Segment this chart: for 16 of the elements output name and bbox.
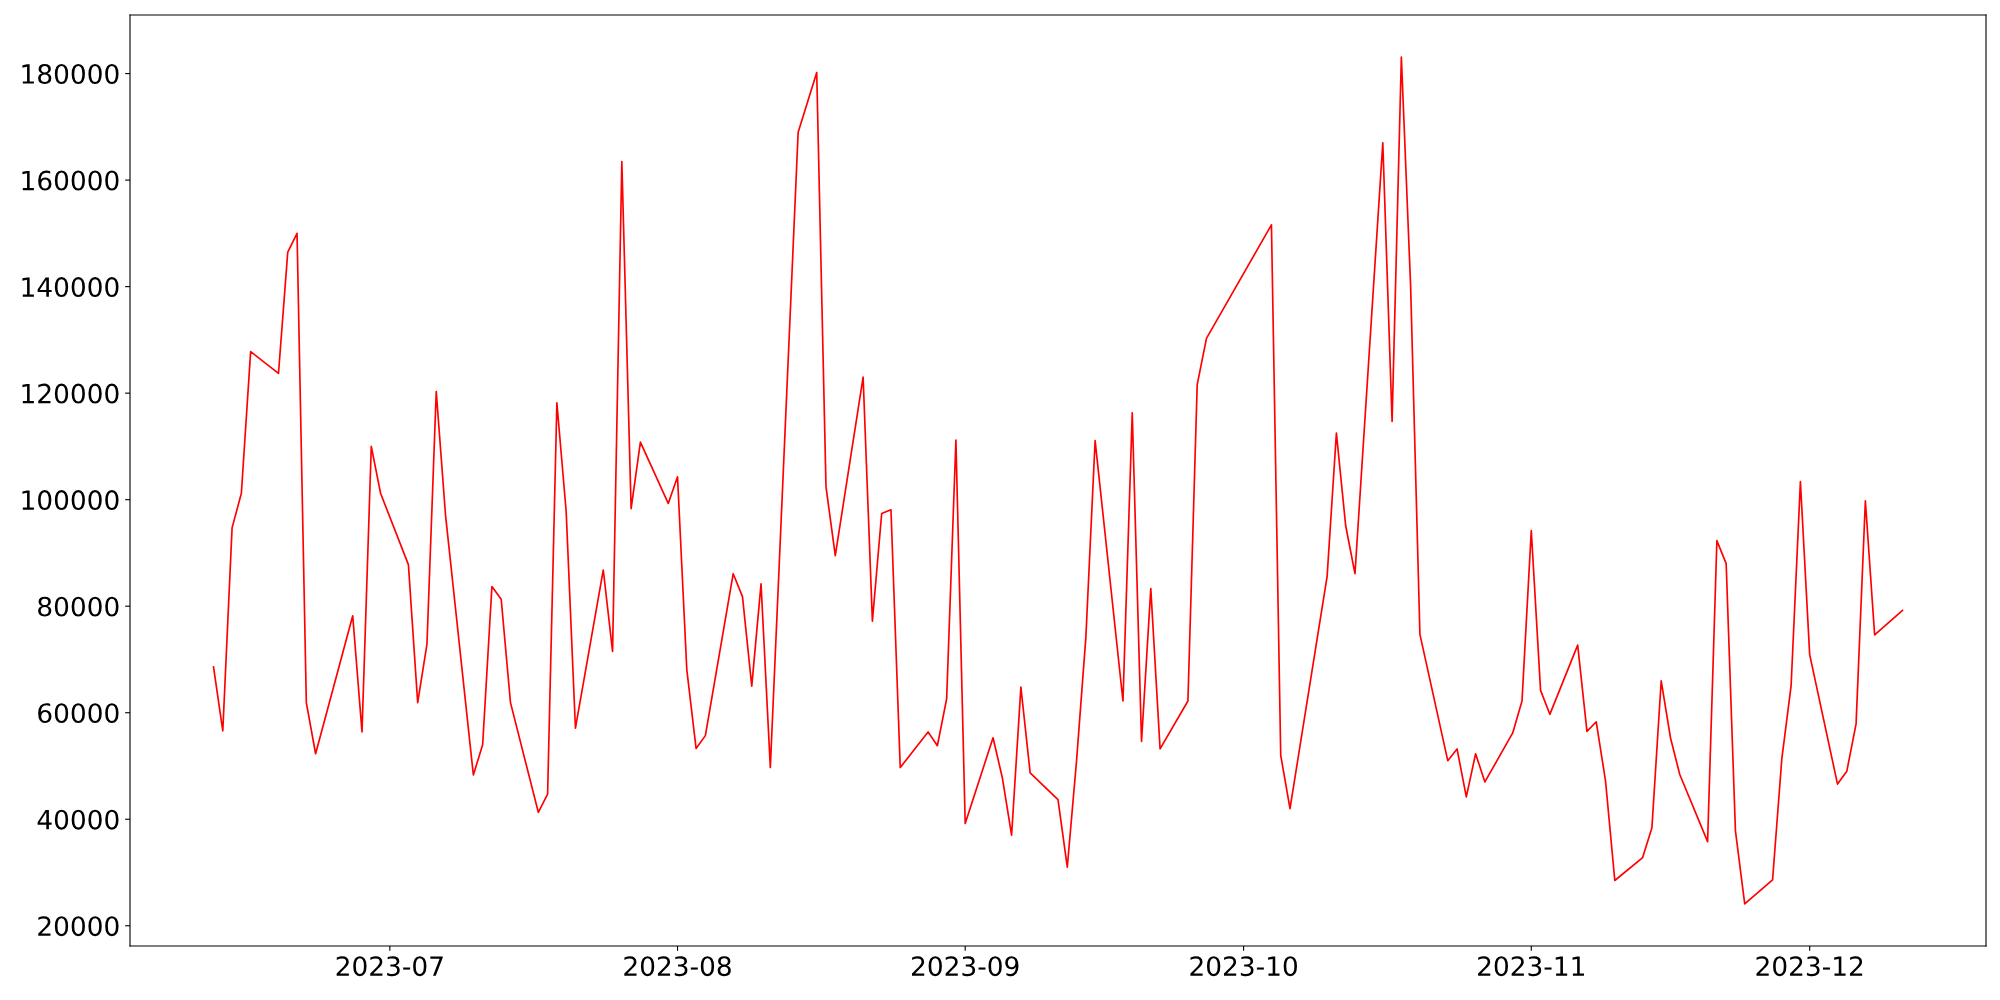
y-tick-label: 160000 [22,170,119,191]
y-tick-label: 120000 [22,383,119,404]
y-tick-label: 20000 [38,916,119,937]
y-tick-label: 140000 [22,277,119,298]
x-tick-label: 2023-09 [912,956,1019,977]
x-tick-label: 2023-07 [336,956,443,977]
y-tick-label: 40000 [37,809,119,830]
y-tick-label: 80000 [38,596,119,617]
x-tick-label: 2023-10 [1190,956,1297,977]
line-series [212,56,1904,905]
y-tick-label: 180000 [22,64,119,84]
x-tick-label: 2023-12 [1756,956,1863,977]
x-tick-label: 2023-11 [1478,956,1584,977]
x-tick-label: 2023-08 [624,956,731,977]
y-tick-label: 60000 [38,703,119,724]
y-tick-label: 100000 [22,490,119,511]
